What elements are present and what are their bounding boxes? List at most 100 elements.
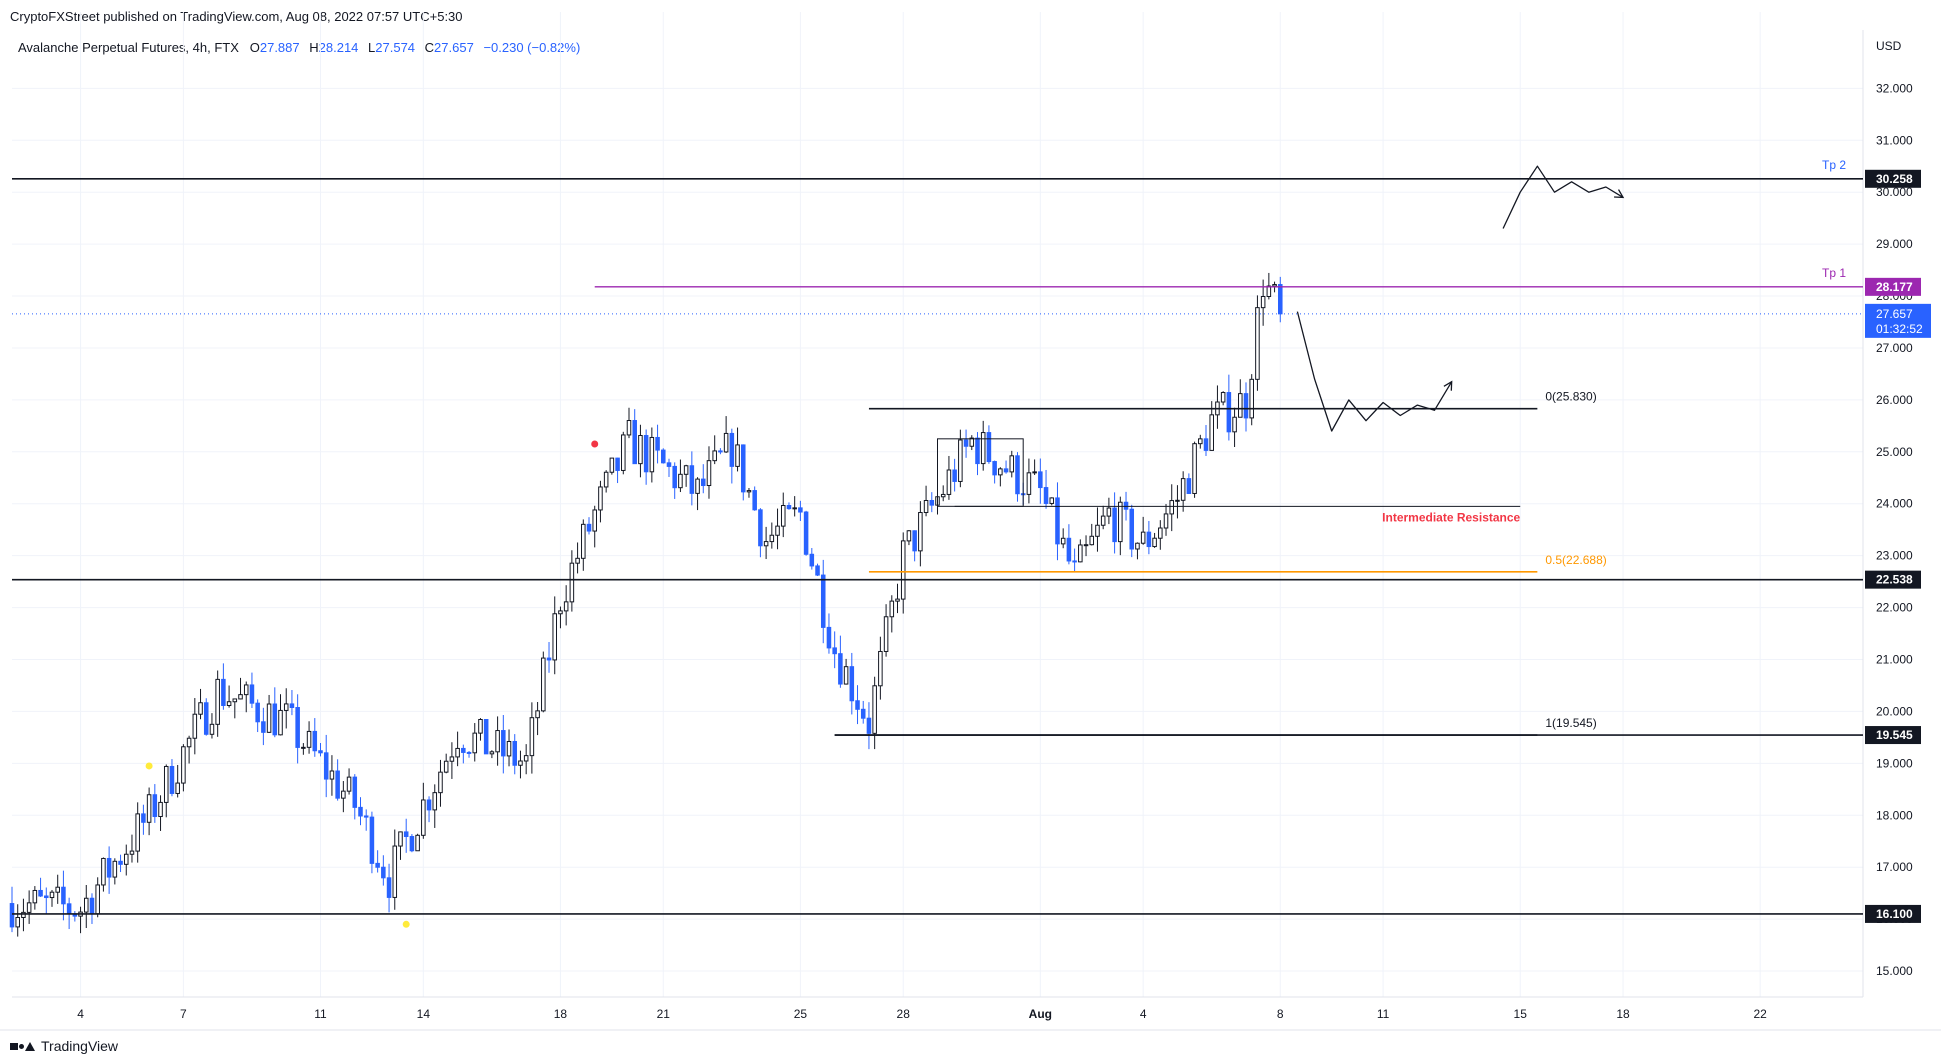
- fib-0-label: 0(25.830): [1545, 390, 1596, 404]
- candle-body: [483, 719, 489, 755]
- candle-body: [906, 530, 912, 542]
- candle-body: [1226, 392, 1232, 433]
- candle-body: [232, 698, 238, 703]
- candle-body: [958, 439, 963, 482]
- low-label: L: [368, 40, 376, 55]
- candle-body: [518, 760, 523, 766]
- candle-body: [346, 776, 352, 792]
- candle-body: [1220, 392, 1226, 403]
- candle-body: [992, 461, 997, 476]
- candle-body: [101, 857, 106, 886]
- candle-body: [1163, 513, 1169, 529]
- candle-body: [849, 666, 855, 702]
- candle-body: [1066, 537, 1072, 562]
- candle-body: [929, 499, 935, 506]
- candle-body: [1209, 414, 1214, 451]
- candle-body: [826, 626, 832, 649]
- candle-body: [209, 723, 215, 735]
- candle-body: [746, 490, 752, 493]
- candle-body: [729, 432, 735, 467]
- y-tick-label: 21.000: [1876, 653, 1913, 667]
- candle-body: [672, 465, 677, 489]
- candle-body: [135, 813, 140, 852]
- candle-body: [609, 457, 615, 473]
- candle-body: [889, 600, 895, 618]
- candle-body: [1106, 507, 1112, 517]
- candle-body: [535, 710, 540, 719]
- candle-body: [1278, 284, 1283, 315]
- projection-far-arrowhead: [1614, 189, 1625, 199]
- candle-body: [895, 598, 900, 602]
- candle-body: [843, 666, 849, 685]
- candle-body: [506, 740, 512, 757]
- candle-body: [426, 799, 432, 811]
- candle-body: [1158, 527, 1163, 539]
- candle-body: [1112, 507, 1117, 543]
- x-tick-label: 11: [314, 1007, 327, 1021]
- candle-body: [95, 884, 100, 915]
- candle-body: [586, 523, 592, 532]
- candle-body: [1038, 471, 1043, 489]
- candle-body: [575, 557, 580, 564]
- candle-body: [1009, 455, 1015, 473]
- support-19545-label: 19.545: [1876, 728, 1913, 742]
- candle-body: [872, 685, 877, 734]
- candle-body: [735, 444, 740, 467]
- candle-body: [563, 601, 569, 612]
- candle-body: [466, 751, 472, 754]
- candle-body: [341, 790, 346, 799]
- tradingview-logo[interactable]: TradingView: [10, 1038, 118, 1054]
- fib-1-label: 1(19.545): [1545, 716, 1596, 730]
- candle-body: [523, 755, 529, 762]
- candle-body: [786, 505, 792, 510]
- candle-body: [44, 895, 49, 899]
- candle-body: [1232, 416, 1237, 433]
- candle-body: [643, 435, 649, 473]
- currency-label: USD: [1876, 39, 1902, 53]
- candle-body: [323, 752, 329, 780]
- support-16100-label: 16.100: [1876, 907, 1913, 921]
- candle-body: [689, 465, 695, 494]
- candle-body: [61, 886, 66, 905]
- candle-body: [763, 541, 769, 547]
- fib-05-label: 0.5(22.688): [1545, 553, 1606, 567]
- candle-body: [969, 437, 975, 447]
- candle-body: [415, 834, 420, 852]
- candle-body: [541, 657, 546, 712]
- candle-body: [1198, 438, 1203, 445]
- open-label: O: [249, 40, 260, 55]
- candle-body: [449, 756, 455, 762]
- candle-body: [1192, 443, 1197, 494]
- candle-body: [501, 730, 506, 757]
- intermediate-resistance-label: Intermediate Resistance: [1382, 510, 1520, 524]
- x-tick-label: 11: [1377, 1007, 1390, 1021]
- candle-body: [740, 444, 746, 493]
- change-value: −0.230 (−0.82%): [483, 40, 581, 55]
- candle-body: [123, 853, 129, 865]
- y-tick-label: 29.000: [1876, 237, 1913, 251]
- candle-body: [455, 747, 460, 758]
- candle-body: [860, 708, 866, 719]
- candle-body: [1146, 531, 1152, 548]
- y-tick-label: 32.000: [1876, 81, 1913, 95]
- candle-body: [603, 471, 609, 488]
- tp1-line-label: 28.177: [1876, 280, 1913, 294]
- candle-body: [158, 801, 163, 818]
- candle-body: [1152, 537, 1157, 548]
- candle-body: [1003, 468, 1009, 473]
- candle-body: [780, 505, 786, 527]
- candle-body: [569, 562, 575, 603]
- support-19545-tag: [1865, 726, 1921, 745]
- candle-body: [1049, 497, 1055, 504]
- candle-body: [266, 703, 272, 733]
- candle-body: [146, 794, 152, 823]
- x-tick-label: 18: [554, 1007, 568, 1021]
- tp1-line-tag: [1865, 277, 1921, 296]
- candle-body: [798, 507, 803, 513]
- candle-body: [946, 469, 952, 495]
- candle-body: [975, 437, 980, 465]
- candle-body: [923, 499, 929, 514]
- candle-body: [301, 746, 306, 749]
- close-label: C: [424, 40, 435, 55]
